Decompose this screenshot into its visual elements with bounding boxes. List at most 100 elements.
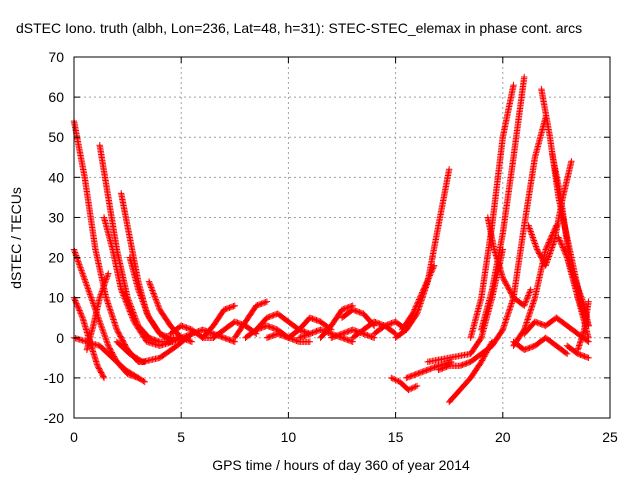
data-point [224, 336, 232, 343]
data-point [555, 234, 562, 241]
data-point [122, 298, 130, 305]
data-point [585, 334, 592, 341]
data-point [141, 304, 149, 311]
data-point [408, 385, 415, 392]
data-point [419, 289, 426, 296]
data-point [376, 320, 383, 327]
data-point [262, 298, 269, 306]
data-point [405, 373, 413, 381]
data-point [263, 322, 271, 329]
data-point [340, 305, 347, 313]
data-point [126, 306, 133, 314]
x-axis-label: GPS time / hours of day 360 of year 2014 [212, 457, 470, 473]
data-point [526, 225, 533, 232]
data-point [226, 304, 233, 311]
data-series [478, 73, 528, 333]
data-point [231, 318, 238, 325]
data-point [267, 333, 275, 340]
data-point [525, 345, 532, 352]
data-point [179, 334, 186, 341]
data-point [73, 253, 80, 261]
data-point [458, 362, 465, 369]
data-point [138, 295, 145, 302]
data-point [341, 335, 348, 342]
data-point [195, 328, 202, 335]
data-point [180, 333, 188, 340]
data-point [414, 299, 421, 306]
data-point [82, 279, 89, 286]
data-point [563, 350, 571, 358]
data-point [435, 366, 442, 374]
data-point [346, 337, 354, 344]
data-point [302, 332, 310, 339]
data-point [71, 247, 78, 255]
data-point [545, 254, 552, 262]
data-point [148, 335, 155, 342]
data-point [478, 357, 486, 364]
data-point [424, 366, 431, 374]
data-point [143, 307, 150, 314]
data-point [537, 253, 544, 260]
data-point [79, 270, 86, 277]
data-point [77, 264, 84, 271]
data-point [344, 336, 351, 343]
data-point [313, 328, 320, 335]
data-point [261, 299, 268, 306]
data-point [183, 324, 190, 331]
data-point [460, 361, 468, 368]
data-point [529, 232, 536, 240]
data-point [328, 334, 335, 341]
data-point [159, 331, 166, 338]
data-point [344, 304, 351, 311]
data-point [290, 336, 297, 343]
data-point [548, 245, 555, 253]
data-point [523, 295, 531, 302]
data-point [294, 338, 301, 345]
data-point [265, 323, 272, 330]
x-tick-label: 15 [388, 429, 404, 445]
data-point [100, 283, 107, 291]
data-series [435, 326, 506, 374]
data-point [404, 374, 411, 381]
data-point [97, 368, 104, 375]
data-point [117, 286, 125, 293]
data-point [428, 365, 435, 372]
data-point [384, 321, 391, 328]
data-point [389, 375, 396, 382]
data-point [293, 337, 300, 344]
data-point [223, 335, 230, 342]
data-point [137, 293, 145, 301]
data-point [139, 296, 146, 304]
data-point [149, 288, 157, 296]
data-point [344, 328, 351, 335]
data-point [266, 323, 273, 330]
data-point [538, 254, 545, 261]
data-point [269, 324, 276, 331]
data-point [165, 334, 173, 341]
data-point [230, 338, 237, 345]
data-point [437, 365, 445, 373]
data-point [388, 320, 395, 327]
data-point [350, 307, 358, 314]
data-point [427, 270, 434, 278]
data-point [478, 358, 485, 366]
data-point [99, 286, 106, 294]
data-point [121, 295, 128, 302]
data-point [94, 362, 101, 370]
data-point [530, 235, 537, 243]
data-point [270, 332, 277, 339]
data-point [416, 369, 423, 377]
data-point [184, 325, 192, 332]
data-point [545, 253, 553, 260]
data-point [145, 278, 153, 285]
data-point [102, 276, 110, 283]
data-point [117, 334, 125, 341]
data-point [341, 305, 348, 312]
data-point [136, 290, 144, 298]
data-point [307, 315, 315, 322]
data-point [87, 294, 95, 301]
data-point [220, 306, 228, 313]
data-point [89, 297, 96, 304]
data-point [107, 346, 114, 354]
data-point [170, 337, 178, 345]
